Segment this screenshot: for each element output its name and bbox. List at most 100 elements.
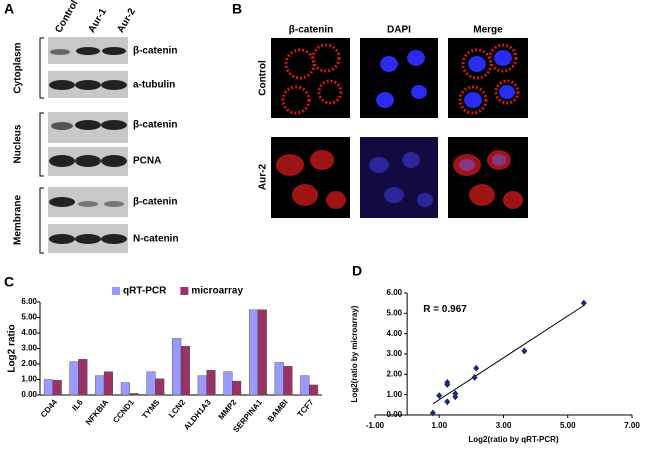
y-tick-label: 5.00 — [21, 313, 37, 322]
y-tick-label: 5.00 — [387, 308, 403, 317]
nucleus — [411, 85, 427, 99]
y-tick-label: 2.00 — [387, 369, 403, 378]
column-label: Control — [53, 0, 80, 35]
bar — [180, 345, 190, 396]
cell — [311, 43, 341, 73]
x-tick-label: 7.00 — [624, 421, 640, 430]
x-tick-label: -1.00 — [366, 421, 385, 430]
nucleus — [407, 50, 425, 66]
band — [75, 234, 101, 244]
column-label: Aur-1 — [86, 6, 109, 34]
nucleus — [369, 157, 389, 173]
point — [429, 409, 436, 417]
column-label: Aur-2 — [115, 6, 138, 34]
x-axis-label: Log2(ratio by qRT-PCR) — [468, 435, 559, 444]
nucleus — [459, 159, 475, 171]
band-label: β-catenin — [133, 46, 177, 57]
bar — [155, 378, 165, 396]
cell — [494, 79, 520, 105]
nucleus — [376, 92, 394, 108]
band — [101, 80, 127, 90]
annotation: R = 0.967 — [423, 304, 467, 315]
panel-letter: B — [232, 1, 242, 17]
x-tick-label: IL6 — [70, 397, 85, 412]
x-tick-label: 1.00 — [431, 421, 447, 430]
y-tick-label: 0.00 — [21, 390, 37, 399]
bracket — [39, 187, 44, 254]
band-label: N-catenin — [133, 234, 179, 245]
micrograph — [271, 38, 350, 118]
cell — [488, 43, 518, 73]
row-label: Control — [258, 60, 269, 96]
cell — [310, 150, 334, 170]
group-label: Nucleus — [13, 124, 24, 163]
nucleus — [499, 85, 515, 99]
bar — [146, 371, 156, 396]
cell — [281, 85, 311, 115]
nucleus — [464, 92, 482, 108]
nucleus — [494, 50, 512, 66]
band — [50, 49, 70, 55]
bar — [95, 375, 105, 396]
y-axis-label: Log2(ratio by microarray) — [350, 305, 359, 402]
micrographs — [271, 38, 528, 218]
bar — [197, 375, 207, 396]
nucleus — [492, 154, 506, 166]
micrograph — [360, 38, 438, 118]
point — [436, 392, 443, 400]
band — [101, 234, 127, 244]
y-tick-label: 1.00 — [21, 375, 37, 384]
legend-swatch — [112, 287, 120, 295]
cell — [326, 191, 346, 209]
x-tick-label: CCND1 — [111, 397, 136, 424]
x-tick-label: 5.00 — [560, 421, 576, 430]
point — [471, 373, 478, 381]
x-tick-label: NFKBIA — [84, 398, 110, 427]
x-tick-label: TCF7 — [296, 397, 316, 419]
nucleus — [402, 152, 420, 168]
band — [75, 80, 101, 90]
cell — [284, 48, 316, 80]
x-tick-label: BAMBI — [266, 398, 290, 424]
cell — [461, 48, 493, 80]
bar — [103, 371, 114, 396]
band — [49, 234, 75, 244]
legend-swatch — [180, 287, 189, 295]
bar — [172, 338, 182, 396]
bar — [78, 359, 88, 396]
y-tick-label: 0.00 — [387, 410, 403, 419]
band-label: a-tubulin — [133, 80, 175, 91]
band — [49, 155, 75, 167]
row-label: Aur-2 — [258, 164, 269, 191]
bar — [52, 380, 62, 396]
bar — [129, 393, 139, 396]
point — [521, 347, 528, 355]
band — [104, 201, 124, 207]
y-tick-label: 6.00 — [387, 288, 403, 297]
nucleus — [384, 187, 404, 203]
y-tick-label: 3.00 — [21, 344, 37, 353]
bracket — [39, 37, 44, 99]
column-label: DAPI — [387, 25, 411, 36]
point — [452, 393, 459, 401]
y-axis-label: Log2 ratio — [7, 324, 18, 372]
point — [444, 378, 451, 386]
cell — [469, 184, 495, 206]
bar — [206, 370, 216, 396]
band-label: PCNA — [133, 156, 161, 167]
point — [444, 398, 451, 406]
trend-line — [432, 305, 585, 405]
band-label: β-catenin — [133, 197, 177, 208]
band — [76, 47, 100, 55]
band — [101, 120, 127, 130]
column-label: Merge — [473, 25, 503, 36]
y-tick-label: 1.00 — [387, 390, 403, 399]
blots — [48, 37, 128, 253]
y-tick-label: 3.00 — [387, 349, 403, 358]
group-label: Cytoplasm — [13, 42, 24, 93]
x-tick-label: ALDH1A3 — [182, 397, 213, 431]
panel-letter: A — [4, 1, 14, 17]
bar — [274, 362, 284, 396]
column-label: β-catenin — [289, 25, 333, 36]
